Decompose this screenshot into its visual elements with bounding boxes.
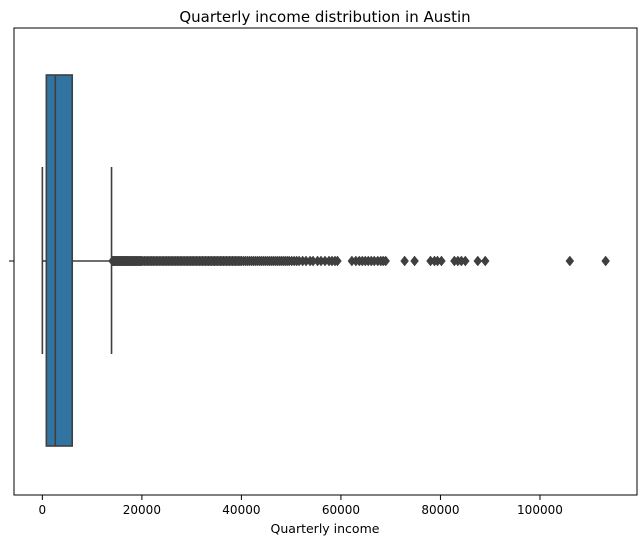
x-axis: 0 20000 40000 60000 80000 100000 bbox=[39, 495, 563, 517]
iqr-box bbox=[45, 74, 74, 447]
x-tick-label: 60000 bbox=[322, 503, 360, 517]
outlier-point bbox=[410, 255, 419, 267]
outlier-point bbox=[565, 255, 575, 267]
outlier-point bbox=[381, 255, 391, 267]
x-axis-label: Quarterly income bbox=[271, 521, 380, 536]
outlier-point bbox=[473, 255, 483, 267]
x-tick-label: 0 bbox=[39, 503, 47, 517]
x-tick-label: 80000 bbox=[421, 503, 459, 517]
outlier-point bbox=[480, 255, 490, 267]
outlier-point bbox=[400, 255, 409, 267]
outlier-point bbox=[437, 255, 446, 267]
x-tick-label: 20000 bbox=[123, 503, 161, 517]
outlier-point bbox=[333, 255, 342, 267]
chart-title: Quarterly income distribution in Austin bbox=[179, 8, 470, 26]
plot-area bbox=[41, 74, 610, 447]
x-tick-label: 40000 bbox=[222, 503, 260, 517]
outlier-point bbox=[601, 255, 610, 267]
outlier-point bbox=[461, 255, 470, 267]
x-tick-label: 100000 bbox=[517, 503, 563, 517]
